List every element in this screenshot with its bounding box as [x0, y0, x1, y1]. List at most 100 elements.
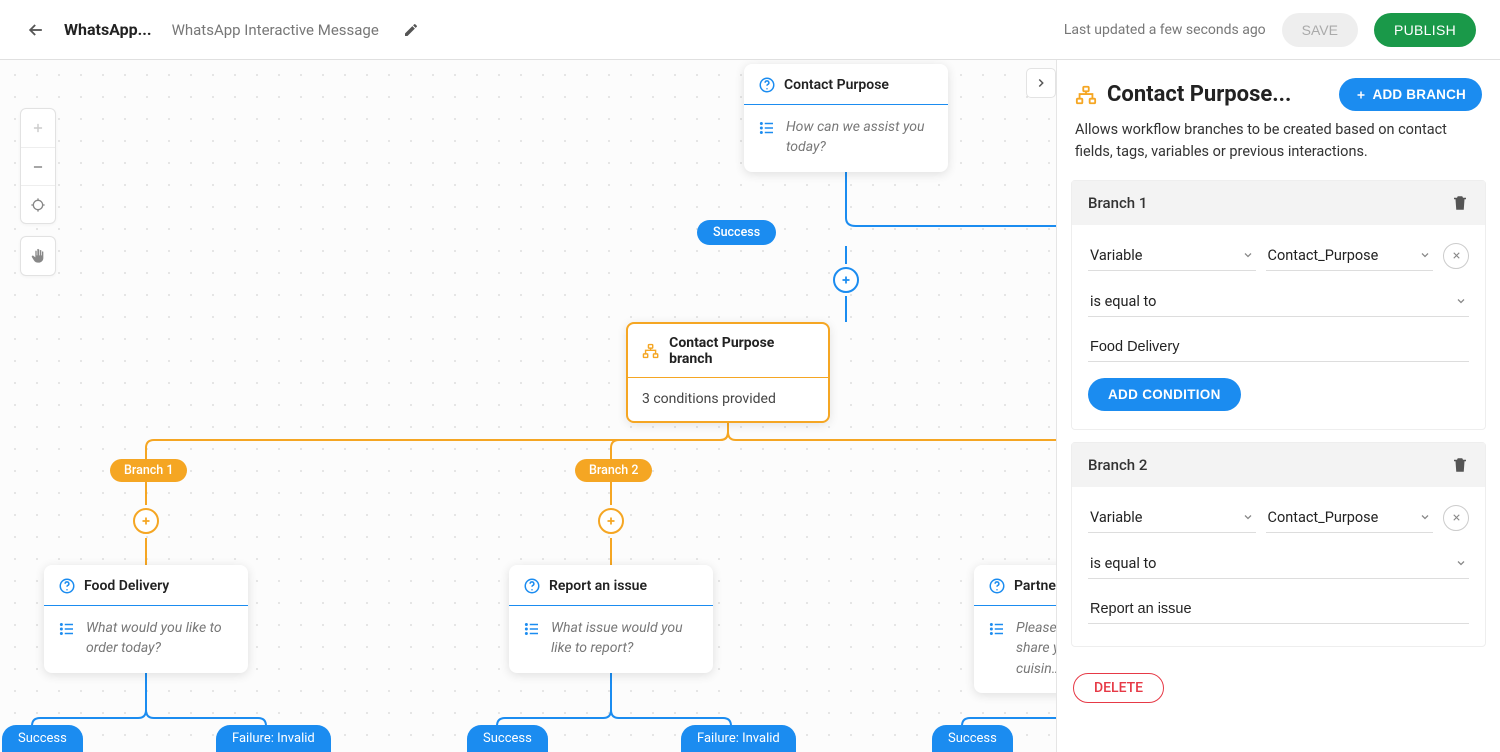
save-button[interactable]: SAVE: [1282, 13, 1358, 47]
add-condition-button[interactable]: ADD CONDITION: [1088, 378, 1241, 411]
topbar-left: WhatsApp... WhatsApp Interactive Message: [24, 18, 419, 42]
node-report-issue[interactable]: Report an issue What issue would you lik…: [509, 565, 713, 673]
pan-button[interactable]: [21, 237, 55, 275]
main-area: Contact Purpose How can we assist you to…: [0, 60, 1500, 752]
add-branch-button[interactable]: ADD BRANCH: [1339, 78, 1483, 111]
zoom-out-button[interactable]: [21, 147, 55, 185]
remove-condition-button[interactable]: [1443, 505, 1469, 531]
last-updated-text: Last updated a few seconds ago: [1064, 22, 1266, 38]
branch-card-title: Branch 2: [1088, 456, 1147, 474]
edit-title-button[interactable]: [403, 22, 419, 38]
node-header: Contact Purpose: [744, 64, 948, 104]
field-name-select[interactable]: Contact_Purpose: [1266, 503, 1434, 533]
collapse-panel-button[interactable]: [1026, 68, 1056, 98]
canvas[interactable]: Contact Purpose How can we assist you to…: [0, 60, 1056, 752]
zoom-in-button[interactable]: [21, 109, 55, 147]
topbar-right: Last updated a few seconds ago SAVE PUBL…: [1064, 13, 1476, 47]
branch-card: Branch 2 Variable Contact_Purpose: [1071, 442, 1486, 647]
delete-branch-button[interactable]: [1451, 456, 1469, 474]
value-row: [1088, 333, 1469, 362]
pencil-icon: [403, 22, 419, 38]
side-panel: Contact Purpose... ADD BRANCH Allows wor…: [1056, 60, 1500, 752]
chevron-down-icon: [1242, 511, 1254, 523]
panel-title: Contact Purpose...: [1107, 82, 1291, 107]
plus-icon: [31, 121, 45, 135]
add-node-button-b2[interactable]: [598, 508, 624, 534]
operator-value: is equal to: [1088, 287, 1469, 317]
node-body: How can we assist you today?: [744, 105, 948, 172]
delete-step-button[interactable]: DELETE: [1073, 673, 1164, 703]
condition-value-input[interactable]: [1088, 333, 1469, 362]
canvas-layer: Contact Purpose How can we assist you to…: [0, 60, 1056, 752]
question-circle-icon: [58, 577, 76, 595]
edge-pill-success: Success: [697, 220, 776, 245]
panel-scroll[interactable]: Branch 1 Variable Contact_Purpose: [1057, 180, 1500, 752]
branch-icon: [1075, 84, 1097, 106]
condition-row: Variable Contact_Purpose: [1088, 241, 1469, 271]
node-title: Report an issue: [549, 578, 647, 594]
add-branch-label: ADD BRANCH: [1373, 87, 1467, 102]
node-contact-purpose[interactable]: Contact Purpose How can we assist you to…: [744, 64, 948, 172]
node-header: Food Delivery: [44, 565, 248, 605]
arrow-left-icon: [26, 20, 46, 40]
node-body-text: What would you like to order today?: [86, 618, 234, 659]
chevron-down-icon: [1419, 511, 1431, 523]
edge-status-pill: Failure: Invalid: [681, 725, 796, 752]
field-type-value: Variable: [1088, 241, 1256, 271]
node-body-text: Please share your cuisin…: [1016, 618, 1056, 679]
plus-icon: [839, 273, 853, 287]
operator-value: is equal to: [1088, 549, 1469, 579]
node-branch[interactable]: Contact Purpose branch 3 conditions prov…: [626, 322, 830, 423]
node-partner[interactable]: Partner Please share your cuisin…: [974, 565, 1056, 693]
plus-icon: [604, 514, 618, 528]
trash-icon: [1451, 194, 1469, 212]
field-type-select[interactable]: Variable: [1088, 503, 1256, 533]
branch-node-title: Contact Purpose branch: [669, 335, 814, 367]
branch-form: Variable Contact_Purpose is: [1072, 225, 1485, 429]
branch-card-header: Branch 1: [1072, 181, 1485, 225]
branch-node-body: 3 conditions provided: [628, 378, 828, 421]
node-body-text: What issue would you like to report?: [551, 618, 699, 659]
condition-value-input[interactable]: [1088, 595, 1469, 624]
panel-header-left: Contact Purpose...: [1075, 82, 1291, 107]
list-icon: [523, 620, 541, 638]
edge-status-pill: Failure: Invalid: [216, 725, 331, 752]
edge-status-pill: Success: [467, 725, 548, 752]
chevron-down-icon: [1419, 249, 1431, 261]
add-node-button-root[interactable]: [833, 267, 859, 293]
branch-form: Variable Contact_Purpose is: [1072, 487, 1485, 646]
plus-icon: [139, 514, 153, 528]
node-title: Food Delivery: [84, 578, 169, 594]
branch-icon: [642, 342, 659, 360]
list-icon: [988, 620, 1006, 638]
node-body-text: How can we assist you today?: [786, 117, 934, 158]
add-node-button-b1[interactable]: [133, 508, 159, 534]
operator-select[interactable]: is equal to: [1088, 549, 1469, 579]
branch-card: Branch 1 Variable Contact_Purpose: [1071, 180, 1486, 430]
back-button[interactable]: [24, 18, 48, 42]
list-icon: [758, 119, 776, 137]
field-name-select[interactable]: Contact_Purpose: [1266, 241, 1434, 271]
question-circle-icon: [988, 577, 1006, 595]
remove-condition-button[interactable]: [1443, 243, 1469, 269]
pan-tool-group: [20, 236, 56, 276]
node-title: Partner: [1014, 578, 1056, 594]
recenter-button[interactable]: [21, 185, 55, 223]
chevron-down-icon: [1242, 249, 1254, 261]
node-title: Contact Purpose: [784, 77, 889, 93]
edge-status-pill: Success: [932, 725, 1013, 752]
operator-select[interactable]: is equal to: [1088, 287, 1469, 317]
field-type-select[interactable]: Variable: [1088, 241, 1256, 271]
minus-icon: [31, 160, 45, 174]
crosshair-icon: [30, 197, 46, 213]
node-food-delivery[interactable]: Food Delivery What would you like to ord…: [44, 565, 248, 673]
chevron-down-icon: [1455, 295, 1467, 307]
delete-branch-button[interactable]: [1451, 194, 1469, 212]
x-icon: [1451, 512, 1462, 523]
publish-button[interactable]: PUBLISH: [1374, 13, 1476, 47]
workflow-title-short: WhatsApp...: [64, 20, 152, 39]
node-body: What issue would you like to report?: [509, 606, 713, 673]
branch-card-title: Branch 1: [1088, 194, 1147, 212]
zoom-tool-group: [20, 108, 56, 224]
field-type-value: Variable: [1088, 503, 1256, 533]
